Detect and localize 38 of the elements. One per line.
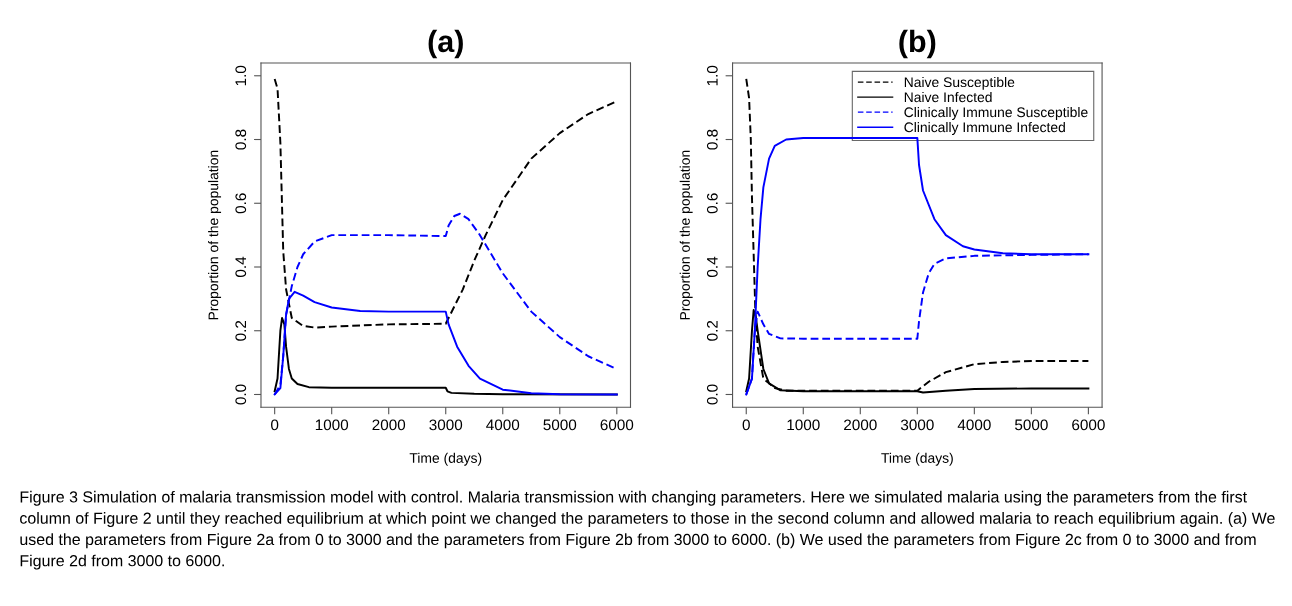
legend-label: Clinically Immune Susceptible	[904, 106, 1088, 120]
y-tick-label: 0.6	[706, 193, 718, 214]
chart-title: (b)	[899, 29, 936, 59]
y-tick-label: 0.4	[706, 256, 718, 278]
x-tick-label: 0	[742, 419, 750, 431]
x-axis-title: Time (days)	[881, 452, 953, 466]
y-tick-label: 1.0	[706, 65, 718, 86]
y-tick-label: 0.0	[235, 384, 247, 405]
x-tick-label: 2000	[844, 419, 877, 431]
y-axis-title: Proportion of the population	[208, 150, 222, 320]
caption: Figure 3 Simulation of malaria transmission model with control. Malaria transmission with changing parameters. Here we simulated malaria using the parameters from the first column of Figure 2 until they reached equilibrium at which point we changed the parameters to those in the second column and allowed malaria to reach equilibrium again. (a) We used the parameters from Figure 2a from 0 to 3000 and the parameters from Figure 2b from 3000 to 6000. (b) We used the parameters from Figure 2c from 0 to 3000 and from Figure 2d from 3000 to 6000.	[20, 490, 1275, 570]
x-tick-label: 3000	[900, 419, 934, 431]
x-tick-label: 1000	[787, 419, 820, 431]
x-axis-title: Time (days)	[409, 452, 482, 466]
legend-label: Naive Susceptible	[904, 76, 1015, 90]
y-axis-title: Proportion of the population	[679, 150, 693, 320]
x-tick-label: 6000	[1072, 419, 1105, 431]
y-tick-label: 0.0	[706, 384, 718, 405]
legend-label: Naive Infected	[904, 91, 992, 103]
y-tick-label: 0.4	[235, 256, 247, 278]
x-tick-label: 2000	[372, 419, 406, 431]
x-tick-label: 5000	[543, 419, 577, 431]
y-tick-label: 1.0	[235, 65, 247, 86]
x-tick-label: 0	[271, 419, 279, 431]
x-tick-label: 1000	[315, 419, 349, 431]
y-tick-label: 0.2	[706, 320, 718, 341]
y-tick-label: 0.8	[235, 129, 247, 150]
y-tick-label: 0.2	[235, 320, 247, 341]
y-tick-label: 0.8	[706, 129, 718, 150]
chart-title: (a)	[428, 29, 463, 59]
x-tick-label: 3000	[429, 419, 463, 431]
x-tick-label: 6000	[600, 419, 634, 431]
line-series	[745, 77, 1090, 392]
x-tick-label: 5000	[1014, 419, 1048, 431]
x-tick-label: 4000	[486, 419, 520, 431]
x-tick-label: 4000	[957, 419, 991, 431]
legend-label: Clinically Immune Infected	[904, 122, 1065, 135]
y-tick-label: 0.6	[235, 193, 247, 214]
